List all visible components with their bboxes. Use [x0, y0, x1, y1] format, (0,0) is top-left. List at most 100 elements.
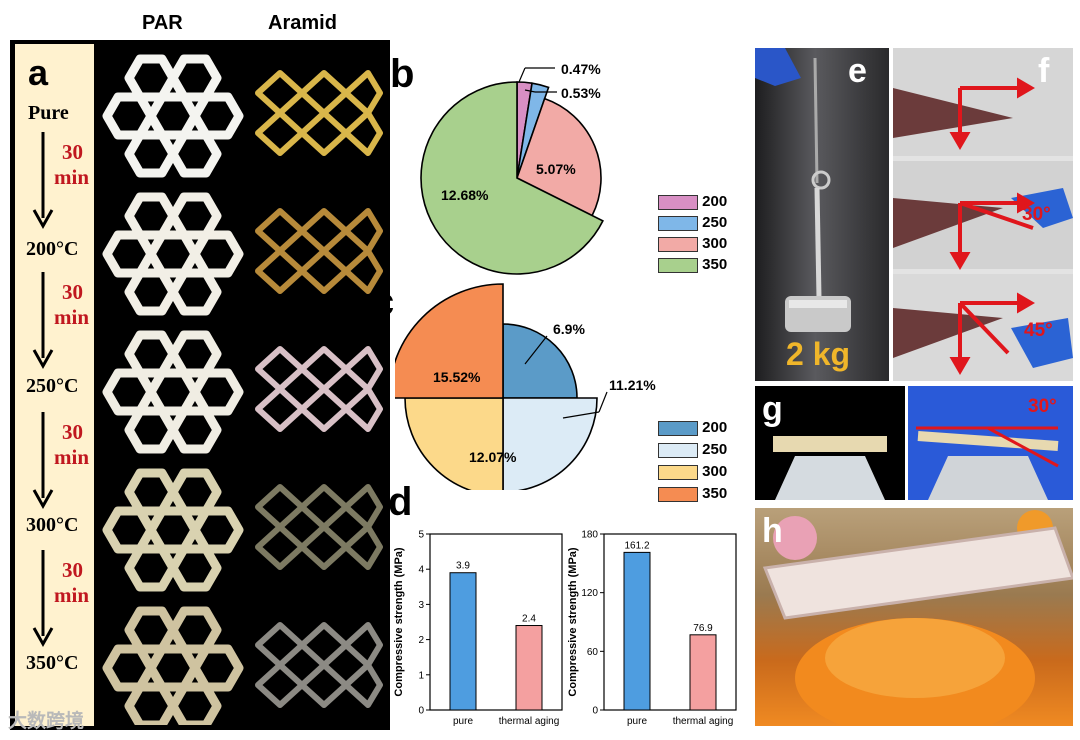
down-arrow-icon: [32, 550, 54, 648]
watermark: 大数跨境: [8, 711, 85, 732]
col-header-aramid: Aramid: [268, 12, 337, 34]
bar-chart-d2: Compressive strength (MPa) 0 60 120 180 161.2…: [567, 530, 737, 727]
pie-slice-200: [502, 323, 578, 399]
panel-e-photo: [755, 48, 889, 381]
legend-c-300: 300: [702, 463, 728, 480]
bent-honeycomb-icon: [916, 426, 1059, 500]
panel-f-photo: [893, 48, 1073, 381]
pie-slice-350: [395, 283, 504, 399]
angle-label-g: 30°: [1028, 396, 1057, 417]
panel-label-f: f: [1038, 52, 1050, 90]
interval-value-2: 30: [62, 280, 83, 304]
down-arrow-icon: [32, 132, 54, 230]
y-axis-label: Compressive strength (MPa): [393, 547, 405, 696]
bar-data-label: 161.2: [624, 540, 649, 551]
col-header-par: PAR: [142, 12, 183, 34]
legend-b-200: 200: [702, 193, 728, 210]
pie-c-label-300: 12.07%: [469, 449, 517, 465]
interval-unit-2: min: [54, 305, 90, 329]
panel-label-g: g: [762, 390, 783, 428]
x-tick-label: pure: [453, 716, 473, 727]
interval-value-4: 30: [62, 558, 83, 582]
interval-value-1: 30: [62, 140, 83, 164]
legend-c-swatch: [658, 420, 698, 436]
y-tick-label: 4: [418, 565, 424, 576]
x-tick-label: pure: [627, 716, 647, 727]
step-250: 250°C: [26, 375, 79, 397]
y-tick-label: 180: [581, 530, 598, 541]
y-tick-label: 3: [418, 600, 424, 611]
bar-thermal-aging: [515, 625, 543, 711]
interval-unit-3: min: [54, 445, 90, 469]
step-pure: Pure: [28, 102, 69, 124]
down-arrow-icon: [32, 272, 54, 370]
pie-slice-350: [420, 81, 604, 275]
y-tick-label: 0: [418, 706, 424, 717]
plot-frame: [429, 533, 563, 711]
y-tick-label: 0: [592, 706, 598, 717]
panel-g-photo-left: [755, 386, 905, 500]
bar-data-label: 76.9: [693, 623, 713, 634]
step-300: 300°C: [26, 514, 79, 536]
pie-b-label-200: 0.47%: [561, 61, 601, 77]
hanging-weight-icon: [755, 48, 851, 332]
pie-chart-b: 0.47% 0.53% 5.07% 12.68%: [420, 61, 604, 275]
bending-test-icon: [893, 48, 1073, 381]
pie-chart-c: 6.9% 11.21% 12.07% 15.52%: [395, 283, 656, 490]
interval-unit-4: min: [54, 583, 90, 607]
legend-c-swatch: [658, 442, 698, 458]
honeycomb-on-flower-icon: [762, 510, 1073, 726]
legend-b-swatch: [658, 257, 698, 273]
interval-value-3: 30: [62, 420, 83, 444]
y-tick-label: 2: [418, 635, 424, 646]
bar-data-label: 2.4: [522, 614, 536, 625]
legend-c-swatch: [658, 464, 698, 480]
interval-unit-1: min: [54, 165, 90, 189]
panel-label-b: b: [390, 52, 415, 96]
pie-slice-300: [516, 97, 602, 217]
legend-c-swatch: [658, 486, 698, 502]
panel-label-h: h: [762, 512, 783, 550]
bar-pure: [449, 572, 477, 711]
bar-pure: [623, 551, 651, 711]
aramid-honeycomb-photos: [244, 45, 384, 725]
panel-label-d: d: [388, 480, 413, 524]
panel-h-photo: [755, 508, 1073, 726]
down-arrow-icon: [32, 412, 54, 510]
pie-c-label-250: 11.21%: [609, 377, 656, 393]
plot-frame: [603, 533, 737, 711]
pie-b-label-350: 12.68%: [441, 187, 489, 203]
par-honeycomb-photos: [100, 45, 248, 725]
pie-slice-300: [404, 397, 504, 490]
weight-label: 2 kg: [786, 336, 851, 372]
y-tick-label: 120: [581, 588, 598, 599]
y-tick-label: 5: [418, 530, 424, 541]
pie-c-label-350: 15.52%: [433, 369, 481, 385]
panel-g-photo-right: [908, 386, 1073, 500]
legend-c-250: 250: [702, 441, 728, 458]
x-tick-label: thermal aging: [673, 716, 734, 727]
panel-label-c: c: [372, 280, 395, 324]
legend-b-350: 350: [702, 256, 728, 273]
y-axis-label: Compressive strength (MPa): [567, 547, 579, 696]
bar-thermal-aging: [689, 634, 717, 711]
angle-30-label: 30°: [1022, 204, 1051, 225]
pie-slice-250: [502, 397, 598, 490]
legend-c-200: 200: [702, 419, 728, 436]
honeycomb-on-funnel-icon: [773, 436, 887, 500]
legend-b: 200 250 300 350: [658, 193, 727, 277]
legend-b-swatch: [658, 236, 698, 252]
legend-b-250: 250: [702, 214, 728, 231]
pie-b-label-250: 0.53%: [561, 85, 601, 101]
legend-b-swatch: [658, 215, 698, 231]
x-tick-label: thermal aging: [499, 716, 560, 727]
legend-b-300: 300: [702, 235, 728, 252]
panel-a-step-column: [13, 42, 96, 728]
y-tick-label: 1: [418, 670, 424, 681]
bar-chart-d1: Compressive strength (MPa) 0 1 2 3 4 5 3.9 pure 2…: [393, 530, 563, 727]
pie-c-label-200: 6.9%: [553, 321, 585, 337]
panel-label-a: a: [28, 52, 49, 93]
bar-data-label: 3.9: [456, 561, 470, 572]
pie-b-label-300: 5.07%: [536, 161, 576, 177]
legend-b-swatch: [658, 194, 698, 210]
